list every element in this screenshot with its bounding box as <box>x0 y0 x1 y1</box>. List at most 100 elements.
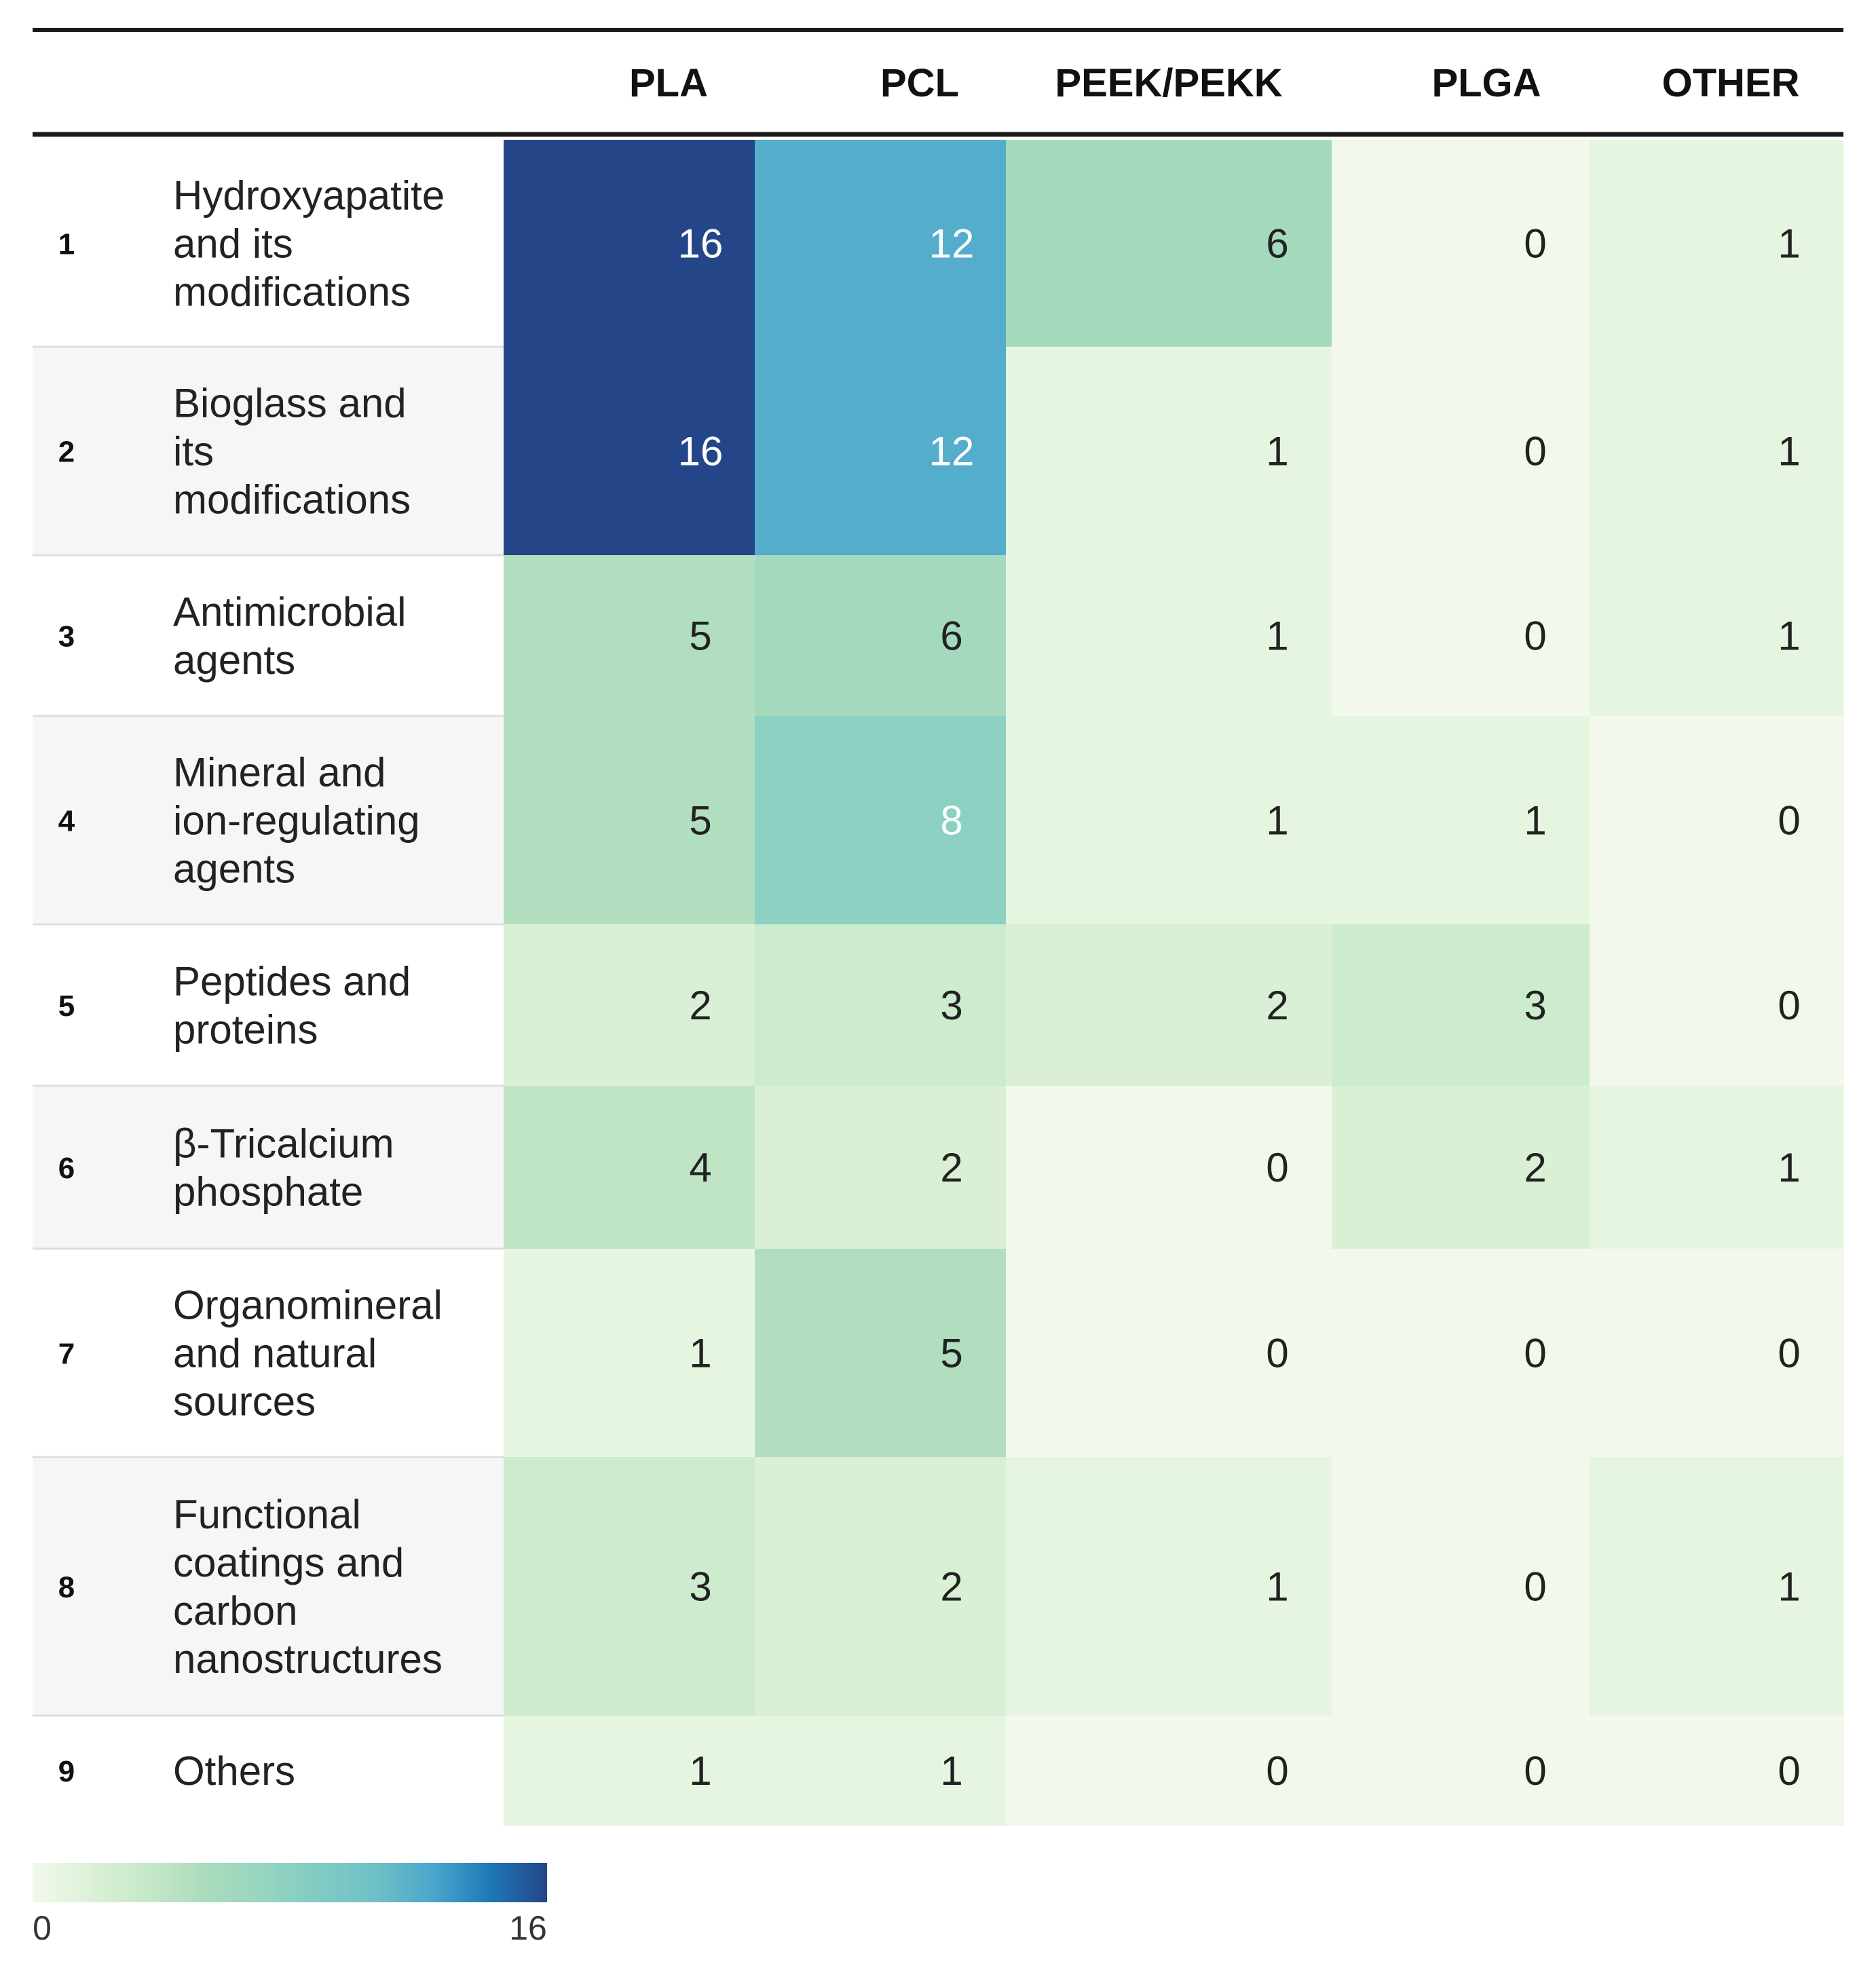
row-label: β-Tricalcium phosphate <box>173 1121 394 1215</box>
heatmap-cell <box>504 1086 755 1249</box>
row-label-line: modifications <box>173 477 411 523</box>
cell-value-label: 2 <box>689 983 711 1028</box>
row-label: Functional coatings and carbon nanostructur… <box>173 1492 443 1682</box>
heatmap-cell <box>1006 1249 1332 1458</box>
heatmap-cell <box>1332 1249 1590 1458</box>
heatmap-cell <box>1006 716 1332 925</box>
cell-value-label: 1 <box>1266 1564 1288 1610</box>
cell-value-label: 0 <box>1524 1331 1546 1376</box>
heatmap-cell <box>755 347 1007 556</box>
cell-value-label: 5 <box>689 614 711 659</box>
cell-value-label: 0 <box>1778 1331 1800 1376</box>
heatmap-cell <box>755 140 1007 347</box>
row-label-background <box>33 347 504 555</box>
cell-value-label: 1 <box>689 1331 711 1376</box>
row-label-line: Hydroxyapatite <box>173 173 445 219</box>
cell-value-label: 3 <box>689 1564 711 1610</box>
cell-value-label: 2 <box>940 1564 962 1610</box>
cell-value-label: 5 <box>940 1331 962 1376</box>
heatmap-cell <box>1590 1086 1844 1249</box>
heatmap-cell <box>755 1249 1007 1458</box>
row-label: Hydroxyapatite and its modifications <box>173 173 445 315</box>
heatmap-cell <box>1332 140 1590 347</box>
heatmap-cell <box>755 1716 1007 1826</box>
color-scale-min-label: 0 <box>33 1909 52 1947</box>
row-index-label: 7 <box>58 1338 75 1371</box>
row-label-line: proteins <box>173 1007 318 1053</box>
heatmap-cell <box>504 716 755 925</box>
cell-value-label: 4 <box>689 1145 711 1190</box>
heatmap-cell <box>1332 924 1590 1087</box>
cell-value-label: 12 <box>929 221 975 267</box>
cell-value-label: 8 <box>940 798 962 844</box>
row-label-background <box>33 924 504 1086</box>
row-label-line: agents <box>173 637 295 683</box>
cell-value-label: 1 <box>1266 429 1288 474</box>
heatmap-cell <box>1332 1457 1590 1716</box>
row-label-background <box>33 1249 504 1457</box>
cell-value-label: 0 <box>1266 1145 1288 1190</box>
row-label-line: Bioglass and <box>173 381 407 426</box>
row-index-label: 2 <box>58 436 75 469</box>
column-header: PLA <box>629 61 708 105</box>
heatmap-cell <box>504 140 755 347</box>
color-scale-bar <box>33 1863 547 1902</box>
heatmap-cell <box>1332 1086 1590 1249</box>
heatmap-cell <box>1332 716 1590 925</box>
row-label: Mineral and ion-regulating agents <box>173 750 420 892</box>
cell-value-label: 5 <box>689 798 711 844</box>
cell-value-label: 1 <box>1778 614 1800 659</box>
heatmap-cell <box>1590 1249 1844 1458</box>
cell-value-label: 0 <box>1524 614 1546 659</box>
cell-value-label: 1 <box>1778 1145 1800 1190</box>
row-label-line: Functional <box>173 1492 361 1537</box>
row-label-line: agents <box>173 846 295 892</box>
heatmap-cell <box>504 924 755 1087</box>
heatmap-cell <box>504 555 755 717</box>
cell-value-label: 3 <box>940 983 962 1028</box>
row-label-background <box>33 1716 504 1826</box>
heatmap-cell <box>1006 347 1332 556</box>
row-label-line: and its <box>173 221 293 267</box>
row-index-label: 4 <box>58 805 75 838</box>
cell-value-label: 1 <box>1266 798 1288 844</box>
row-label-line: β-Tricalcium <box>173 1121 394 1167</box>
row-label-line: and natural <box>173 1331 377 1376</box>
heatmap-cell <box>1006 140 1332 347</box>
cell-value-label: 2 <box>1266 983 1288 1028</box>
cell-value-label: 16 <box>678 221 724 267</box>
heatmap-cell <box>1006 555 1332 717</box>
cell-value-label: 0 <box>1524 1748 1546 1794</box>
column-header: OTHER <box>1662 61 1800 105</box>
color-scale-max-label: 16 <box>509 1909 547 1947</box>
cell-value-label: 1 <box>1778 1564 1800 1610</box>
cell-value-label: 1 <box>1778 221 1800 267</box>
row-label-background <box>33 1457 504 1716</box>
row-label-background <box>33 1086 504 1249</box>
cell-value-label: 6 <box>1266 221 1288 267</box>
heatmap-cell <box>504 347 755 556</box>
heatmap-cell <box>1006 1457 1332 1716</box>
column-header: PEEK/PEKK <box>1055 61 1282 105</box>
column-header: PCL <box>880 61 959 105</box>
cell-value-label: 1 <box>1266 614 1288 659</box>
cell-value-label: 2 <box>1524 1145 1546 1190</box>
row-index-label: 9 <box>58 1755 75 1788</box>
row-label-line: ion-regulating <box>173 798 420 844</box>
cell-value-label: 12 <box>929 429 975 474</box>
cell-value-label: 0 <box>1778 983 1800 1028</box>
row-label-line: sources <box>173 1379 316 1425</box>
heatmap-cell <box>1006 1716 1332 1826</box>
row-label-background <box>33 716 504 924</box>
row-label: Others <box>173 1748 295 1794</box>
cell-value-label: 16 <box>678 429 724 474</box>
heatmap-cell <box>755 924 1007 1087</box>
cell-value-label: 2 <box>940 1145 962 1190</box>
row-label-background <box>33 555 504 716</box>
heatmap-cell <box>755 716 1007 925</box>
row-index-label: 3 <box>58 620 75 654</box>
row-label-line: phosphate <box>173 1169 363 1215</box>
heatmap-cell <box>1006 1086 1332 1249</box>
heatmap-cell <box>1332 347 1590 556</box>
